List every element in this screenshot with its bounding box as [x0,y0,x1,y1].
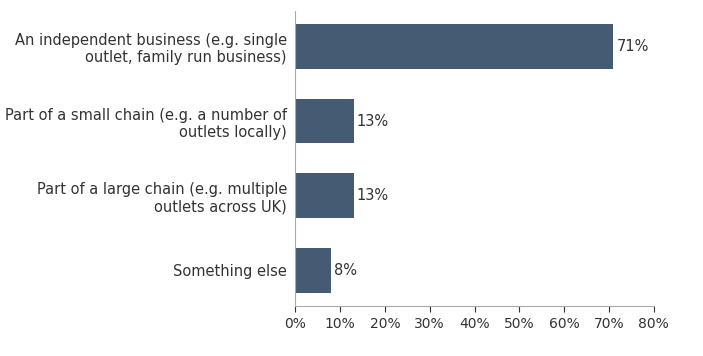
Bar [295,24,614,69]
Text: 8%: 8% [334,263,357,278]
Text: 13%: 13% [356,114,389,129]
Bar [295,173,354,218]
Bar [295,99,354,143]
Text: 71%: 71% [617,39,649,54]
Bar [295,248,331,293]
Text: 13%: 13% [356,188,389,203]
